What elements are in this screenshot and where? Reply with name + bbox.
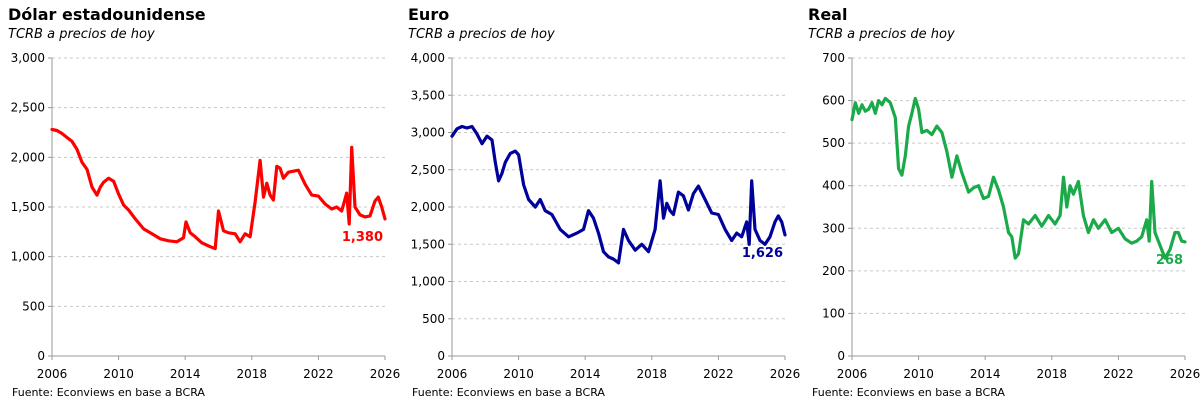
- chart-panel-euro: 0 500 1,000 1,500 2,000 2,500 3,000 3,500 4,000 2…: [400, 0, 800, 402]
- chart-subtitle: TCRB a precios de hoy: [808, 27, 955, 42]
- y-tick-label: 3,000: [11, 51, 45, 65]
- x-tick-label: 2022: [1103, 367, 1134, 381]
- y-tick-label: 300: [822, 221, 845, 235]
- x-tick-label: 2018: [1037, 367, 1068, 381]
- y-tick-label: 2,500: [11, 101, 45, 115]
- series-line: [50, 127, 387, 251]
- x-tick-label: 2018: [637, 367, 668, 381]
- y-tick-label: 0: [37, 349, 45, 363]
- series-line: [450, 124, 787, 265]
- x-tick-label: 2010: [503, 367, 534, 381]
- x-tick-label: 2022: [303, 367, 334, 381]
- y-tick-label: 0: [837, 349, 845, 363]
- series-line: [850, 96, 1187, 260]
- x-tick-label: 2014: [570, 367, 601, 381]
- y-tick-label: 500: [22, 299, 45, 313]
- x-tick-label: 2010: [103, 367, 134, 381]
- y-tick-label: 1,500: [411, 237, 445, 251]
- chart-panel-real: 0 100 200 300 400 500 600 700 2006 2010 2014 2018 20…: [800, 0, 1200, 402]
- x-tick-label: 2014: [170, 367, 201, 381]
- y-tick-label: 0: [437, 349, 445, 363]
- chart-subtitle: TCRB a precios de hoy: [8, 27, 155, 42]
- x-tick-label: 2014: [970, 367, 1001, 381]
- chart-title: Real: [808, 5, 848, 24]
- chart-source: Fuente: Econviews en base a BCRA: [812, 386, 1005, 399]
- last-value-label: 268: [1156, 253, 1183, 268]
- y-tick-label: 2,000: [411, 200, 445, 214]
- y-tick-label: 3,500: [411, 88, 445, 102]
- y-tick-label: 2,000: [11, 150, 45, 164]
- line-chart-euro: 0 500 1,000 1,500 2,000 2,500 3,000 3,500 4,000 2…: [411, 51, 800, 381]
- y-tick-label: 500: [422, 312, 445, 326]
- y-tick-label: 100: [822, 306, 845, 320]
- y-tick-label: 1,000: [11, 250, 45, 264]
- y-tick-label: 200: [822, 264, 845, 278]
- line-chart-dolar: 0 500 1,000 1,500 2,000 2,500 3,000 2006 2010 201…: [11, 51, 400, 381]
- chart-title: Euro: [408, 5, 450, 24]
- y-tick-label: 700: [822, 51, 845, 65]
- y-tick-label: 1,500: [11, 200, 45, 214]
- y-tick-label: 4,000: [411, 51, 445, 65]
- x-tick-label: 2006: [437, 367, 468, 381]
- chart-title: Dólar estadounidense: [8, 5, 206, 24]
- last-value-label: 1,380: [342, 230, 383, 245]
- last-value-label: 1,626: [742, 246, 783, 261]
- x-tick-label: 2026: [770, 367, 800, 381]
- y-tick-label: 600: [822, 94, 845, 108]
- y-tick-label: 400: [822, 179, 845, 193]
- chart-source: Fuente: Econviews en base a BCRA: [412, 386, 605, 399]
- y-tick-label: 1,000: [411, 275, 445, 289]
- chart-source: Fuente: Econviews en base a BCRA: [12, 386, 205, 399]
- x-tick-label: 2018: [237, 367, 268, 381]
- y-tick-label: 500: [822, 136, 845, 150]
- line-chart-real: 0 100 200 300 400 500 600 700 2006 2010 2014 2018 20…: [822, 51, 1200, 381]
- x-tick-label: 2026: [370, 367, 400, 381]
- x-tick-label: 2022: [703, 367, 734, 381]
- chart-panel-dolar: 0 500 1,000 1,500 2,000 2,500 3,000 2006 2010 201…: [0, 0, 400, 402]
- x-tick-label: 2006: [37, 367, 68, 381]
- x-tick-label: 2010: [903, 367, 934, 381]
- x-tick-label: 2006: [837, 367, 868, 381]
- chart-subtitle: TCRB a precios de hoy: [408, 27, 555, 42]
- x-tick-label: 2026: [1170, 367, 1200, 381]
- y-tick-label: 3,000: [411, 126, 445, 140]
- y-tick-label: 2,500: [411, 163, 445, 177]
